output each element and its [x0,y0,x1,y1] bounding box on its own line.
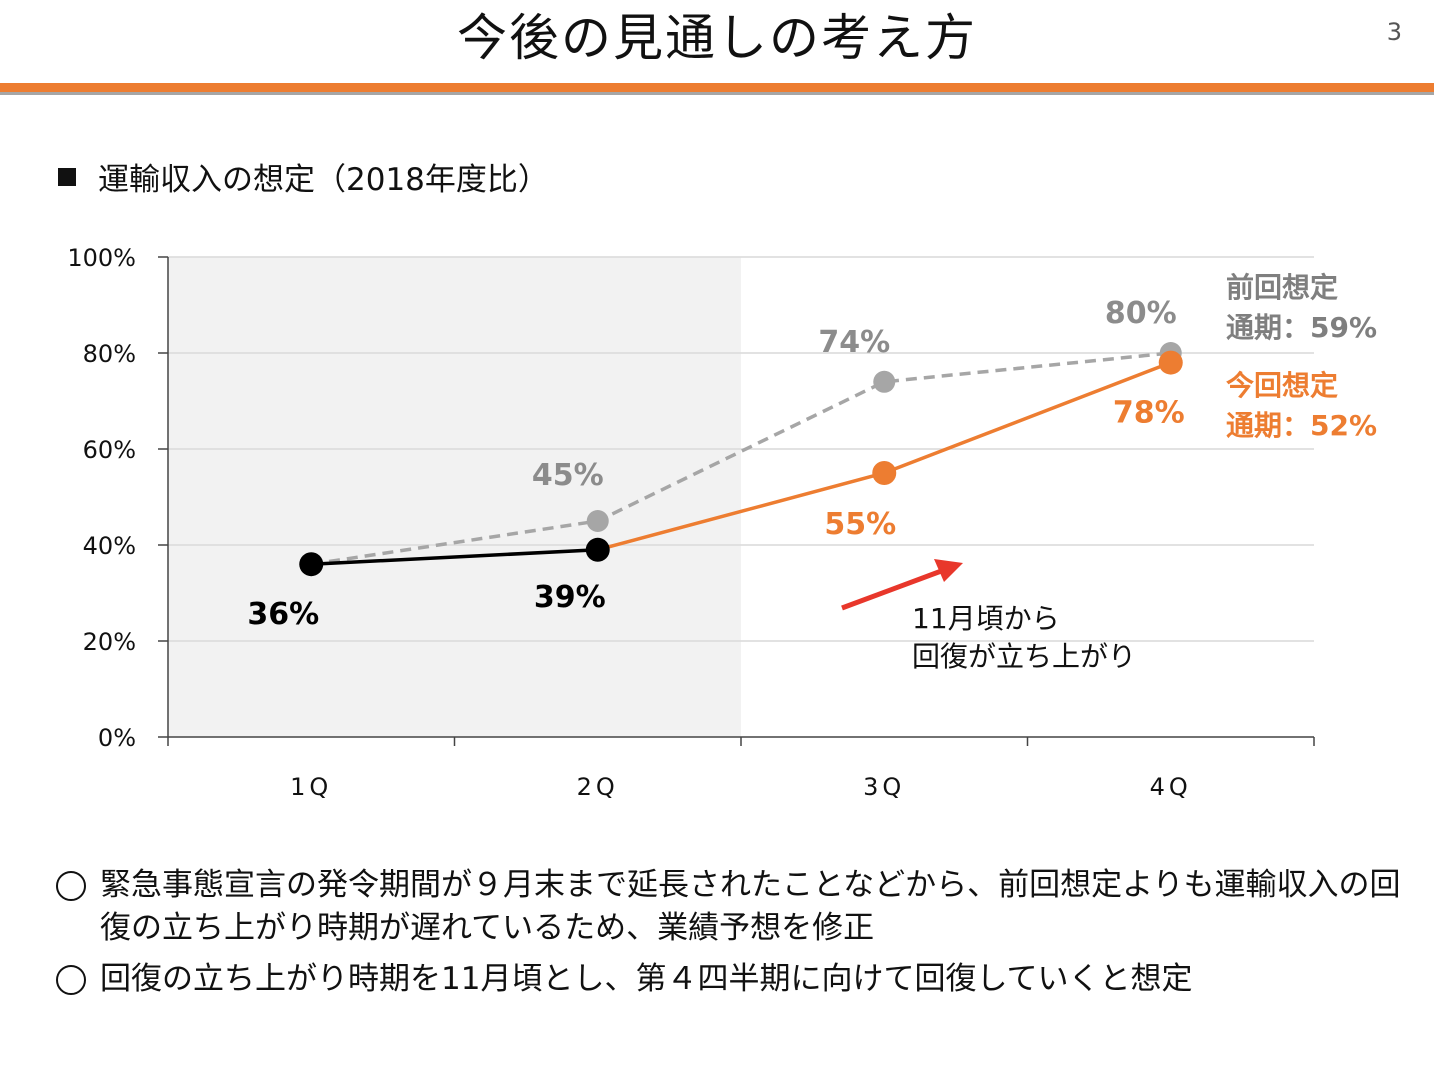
y-tick-label: 0% [98,724,136,752]
page-number: 3 [1386,18,1402,46]
legend-current-total: 通期：52% [1226,409,1377,442]
annotation-line-2: 回復が立ち上がり [912,640,1136,673]
data-point-current [585,537,610,562]
notes-list: 緊急事態宣言の発令期間が９月末まで延長されたことなどから、前回想定よりも運輸収入… [52,864,1412,1009]
note-item: 緊急事態宣言の発令期間が９月末まで延長されたことなどから、前回想定よりも運輸収入… [52,864,1412,950]
legend-previous-name: 前回想定 [1226,271,1338,304]
data-point-previous [586,510,609,532]
series-line-actual [311,548,598,566]
shaded-actual-region [168,257,741,737]
note-text: 回復の立ち上がり時期を11月頃とし、第４四半期に向けて回復していくと想定 [100,961,1193,997]
data-label-current: 36% [247,597,319,632]
circle-bullet-icon [56,965,86,995]
x-tick-label: 2Q [577,773,619,801]
y-tick-label: 20% [83,628,136,656]
data-label-current: 39% [534,580,606,615]
data-label-previous: 80% [1105,296,1177,331]
data-label-current: 78% [1113,396,1185,431]
x-tick-label: 3Q [863,773,905,801]
square-bullet-icon [58,168,76,186]
note-item: 回復の立ち上がり時期を11月頃とし、第４四半期に向けて回復していくと想定 [52,958,1412,1001]
series-line-previous [310,351,1171,566]
line-chart: 0% 20% 40% 60% 80% 100% 1Q 2Q 3Q 4Q 45% 74% 80% 36% 39… [67,244,1377,801]
x-tick-label: 1Q [290,773,332,801]
data-point-current [872,461,897,485]
annotation-arrow-head [934,559,963,582]
annotation-line-1: 11月頃から [912,602,1060,635]
header-rule-orange [0,83,1434,92]
data-label-previous: 74% [818,325,890,360]
data-label-current: 55% [824,507,896,542]
note-text: 緊急事態宣言の発令期間が９月末まで延長されたことなどから、前回想定よりも運輸収入… [100,867,1401,946]
y-tick-label: 60% [83,436,136,464]
data-point-previous [873,370,896,393]
annotation-arrow-shaft [841,567,945,611]
y-tick-label: 80% [83,340,136,368]
slide-title: 今後の見通しの考え方 [457,9,977,67]
section-heading: 運輸収入の想定（2018年度比） [58,158,549,202]
section-title: 運輸収入の想定（2018年度比） [98,162,549,198]
data-point-current [299,552,324,577]
data-point-current [1158,350,1183,375]
header-rule-gray [0,92,1434,95]
legend-current-name: 今回想定 [1226,369,1338,402]
data-label-previous: 45% [532,458,604,493]
x-tick-label: 4Q [1150,773,1192,801]
y-tick-label: 100% [67,244,136,272]
circle-bullet-icon [56,871,86,901]
legend-previous-total: 通期：59% [1226,311,1377,344]
y-tick-label: 40% [83,532,136,560]
